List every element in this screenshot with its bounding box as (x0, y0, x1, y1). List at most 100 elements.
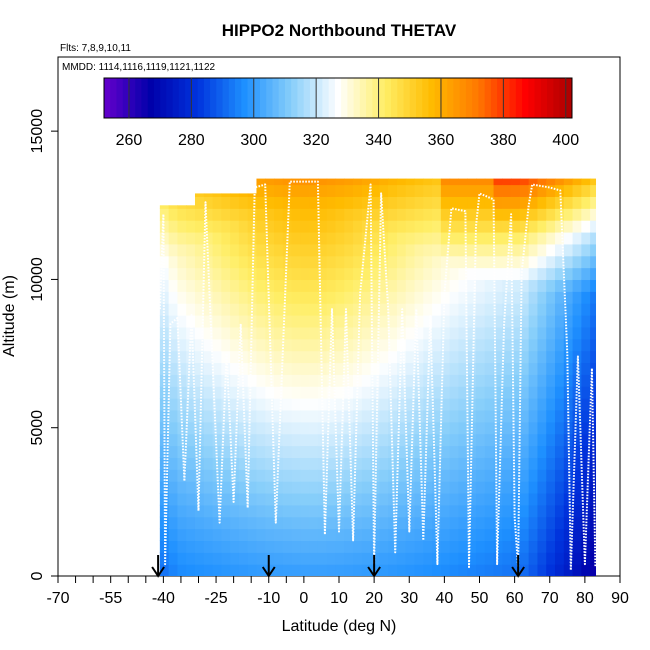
field-cell (379, 374, 389, 387)
field-cell (353, 504, 363, 518)
field-cell (458, 504, 468, 518)
field-cell (484, 196, 495, 209)
field-cell (405, 196, 416, 209)
field-cell (317, 564, 328, 576)
field-cell (203, 421, 214, 435)
field-cell (493, 178, 503, 186)
field-cell (537, 552, 547, 565)
field-cell (581, 231, 591, 245)
field-cell (230, 552, 240, 565)
y-tick-label: 15000 (29, 109, 46, 154)
field-cell (265, 184, 275, 197)
field-cell (440, 178, 451, 186)
field-cell (388, 326, 398, 340)
colorbar-segment (141, 78, 149, 118)
field-cell (221, 267, 231, 281)
field-cell (282, 504, 293, 518)
field-cell (344, 457, 354, 470)
field-cell (423, 208, 433, 221)
field-cell (563, 231, 574, 245)
field-cell (238, 338, 249, 352)
field-cell (230, 386, 240, 399)
field-cell (467, 362, 477, 375)
field-cell (212, 279, 222, 292)
field-cell (265, 457, 275, 470)
field-cell (432, 243, 442, 257)
field-cell (484, 362, 495, 375)
field-cell (335, 481, 345, 494)
field-cell (519, 326, 530, 340)
field-cell (519, 374, 530, 387)
field-cell (440, 481, 451, 494)
field-cell (282, 196, 293, 209)
field-cell (502, 243, 512, 257)
field-cell (186, 457, 196, 470)
field-cell (440, 362, 451, 375)
field-cell (353, 279, 363, 292)
field-cell (361, 196, 372, 209)
field-cell (291, 386, 301, 399)
field-cell (265, 469, 275, 482)
colorbar-segment (172, 78, 180, 118)
field-cell (405, 267, 416, 281)
field-cell (335, 255, 345, 269)
field-cell (168, 516, 179, 530)
field-cell (194, 362, 205, 375)
field-cell (528, 445, 539, 458)
field-cell (230, 208, 240, 221)
field-cell (221, 196, 231, 209)
field-cell (194, 564, 205, 576)
field-cell (388, 315, 398, 328)
field-cell (177, 386, 187, 399)
field-cell (194, 231, 205, 245)
field-cell (475, 552, 486, 565)
field-cell (388, 374, 398, 387)
field-cell (440, 528, 451, 542)
field-cell (344, 291, 354, 304)
field-cell (326, 279, 337, 292)
field-cell (519, 445, 530, 458)
field-cell (317, 469, 328, 482)
field-cell (440, 220, 451, 233)
field-cell (546, 267, 556, 281)
field-cell (159, 243, 170, 257)
field-cell (396, 433, 407, 447)
field-cell (309, 374, 319, 387)
field-cell (458, 386, 468, 399)
field-cell (555, 362, 565, 375)
field-cell (212, 504, 222, 518)
field-cell (256, 398, 266, 411)
flight-track (158, 180, 597, 572)
field-cell (177, 552, 187, 565)
field-cell (221, 445, 231, 458)
field-cell (370, 540, 380, 553)
field-cell (528, 220, 539, 233)
field-cell (590, 315, 597, 328)
field-cell (300, 231, 310, 245)
field-cell (590, 350, 597, 364)
field-cell (186, 291, 196, 304)
field-cell (590, 291, 597, 304)
field-cell (519, 208, 530, 221)
field-cell (274, 184, 284, 197)
field-cell (467, 291, 477, 304)
field-cell (528, 243, 539, 257)
field-cell (300, 267, 310, 281)
field-cell (335, 326, 345, 340)
field-cell (186, 445, 196, 458)
field-cell (186, 255, 196, 269)
field-cell (432, 481, 442, 494)
colorbar-segment (110, 78, 117, 118)
field-cell (432, 279, 442, 292)
field-cell (423, 504, 433, 518)
field-cell (563, 208, 574, 221)
field-cell (317, 528, 328, 542)
field-cell (221, 220, 231, 233)
field-cell (159, 564, 170, 576)
field-cell (555, 255, 565, 269)
x-tick-label: -70 (46, 590, 69, 607)
field-cell (405, 552, 416, 565)
field-cell (274, 492, 284, 506)
field-cell (546, 504, 556, 518)
